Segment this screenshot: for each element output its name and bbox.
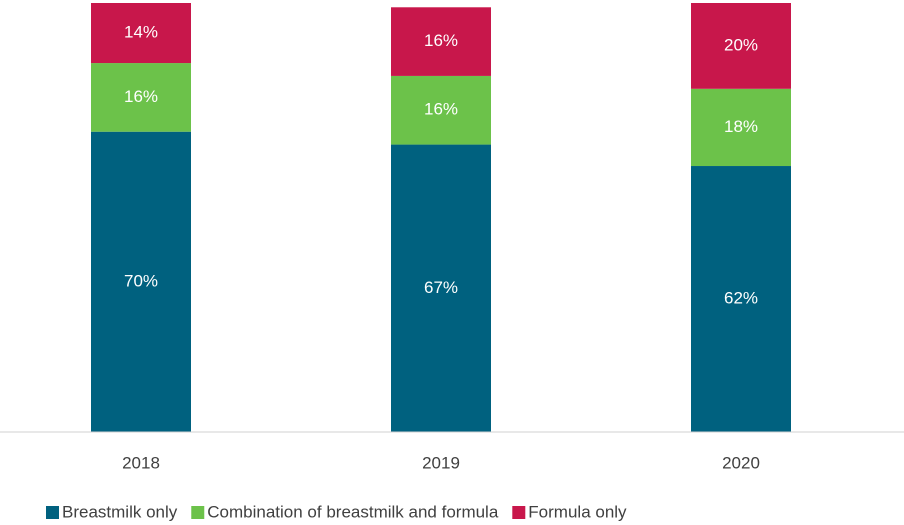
bar-segment bbox=[391, 75, 491, 145]
bar-segment bbox=[91, 131, 191, 432]
value-label: 20% bbox=[724, 35, 758, 54]
legend-label: Combination of breastmilk and formula bbox=[207, 502, 499, 521]
value-label: 16% bbox=[124, 87, 158, 106]
bar-segment bbox=[691, 166, 791, 432]
legend-label: Formula only bbox=[528, 502, 627, 521]
legend-swatch bbox=[512, 506, 526, 519]
x-tick-label: 2019 bbox=[422, 453, 460, 472]
value-label: 62% bbox=[724, 288, 758, 307]
value-label: 70% bbox=[124, 271, 158, 290]
legend-swatch bbox=[46, 506, 59, 519]
x-tick-label: 2020 bbox=[722, 453, 760, 472]
bar-segment bbox=[691, 3, 791, 89]
value-label: 67% bbox=[424, 278, 458, 297]
bar-segment bbox=[391, 144, 491, 432]
bar-segment bbox=[91, 3, 191, 64]
value-label: 16% bbox=[424, 31, 458, 50]
legend-label: Breastmilk only bbox=[62, 502, 178, 521]
value-label: 16% bbox=[424, 100, 458, 119]
bar-segment bbox=[91, 63, 191, 132]
legend-swatch bbox=[191, 506, 205, 519]
bar-segment bbox=[391, 7, 491, 76]
x-tick-label: 2018 bbox=[122, 453, 160, 472]
value-label: 18% bbox=[724, 117, 758, 136]
value-label: 14% bbox=[124, 23, 158, 42]
bar-segment bbox=[691, 88, 791, 167]
